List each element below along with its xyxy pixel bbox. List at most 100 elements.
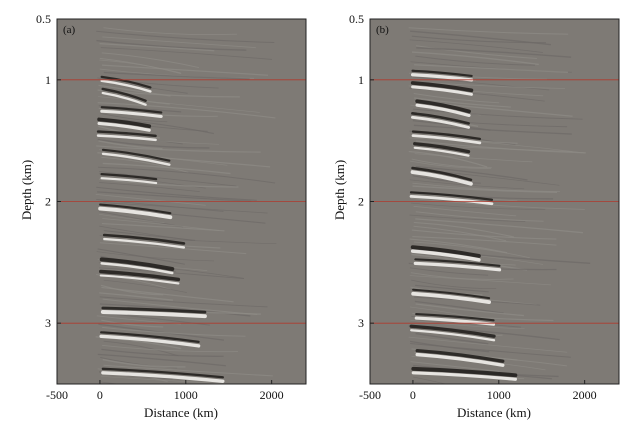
texture-trace bbox=[98, 388, 227, 398]
texture-trace bbox=[97, 353, 226, 367]
texture-trace bbox=[413, 93, 500, 104]
texture-trace bbox=[101, 156, 189, 173]
texture-trace bbox=[412, 76, 550, 91]
y-tick-label: 0.5 bbox=[349, 12, 364, 26]
reflection-event-peak bbox=[410, 249, 481, 262]
reflection-events-b bbox=[408, 27, 591, 384]
reflection-event-peak bbox=[101, 152, 171, 166]
x-axis-label-a: Distance (km) bbox=[144, 405, 218, 420]
texture-trace bbox=[412, 175, 481, 184]
reflection-event-peak bbox=[411, 371, 517, 381]
reflection-event-trough bbox=[411, 69, 473, 78]
reference-lines-a bbox=[57, 79, 306, 324]
x-tick-label: 2000 bbox=[260, 388, 284, 402]
texture-trace bbox=[411, 253, 528, 271]
texture-trace bbox=[409, 214, 526, 223]
reflection-event-peak bbox=[411, 85, 473, 96]
texture-trace bbox=[100, 47, 273, 60]
texture-trace bbox=[96, 30, 275, 44]
texture-trace bbox=[101, 52, 200, 69]
reflection-event-peak bbox=[96, 134, 157, 142]
reflection-event-trough bbox=[100, 331, 200, 343]
texture-trace bbox=[100, 113, 168, 123]
texture-trace bbox=[409, 275, 551, 286]
texture-trace bbox=[415, 166, 528, 181]
y-axis-b: 0.5 1 2 3 bbox=[349, 12, 374, 330]
texture-trace bbox=[96, 251, 215, 262]
texture-trace bbox=[98, 166, 276, 184]
reflection-event-trough bbox=[411, 111, 470, 125]
reflection-event-trough bbox=[414, 258, 501, 267]
x-tick-label: -500 bbox=[359, 388, 381, 402]
texture-trace bbox=[103, 202, 268, 214]
texture-trace bbox=[99, 59, 181, 74]
reflection-event-peak bbox=[410, 329, 496, 342]
texture-trace bbox=[415, 303, 524, 317]
texture-trace bbox=[410, 361, 500, 372]
texture-trace bbox=[411, 51, 539, 66]
texture-trace bbox=[412, 108, 583, 120]
reflection-event-trough bbox=[409, 191, 494, 201]
reflection-event-peak bbox=[99, 334, 201, 348]
texture-trace bbox=[98, 105, 182, 113]
reflection-event-peak bbox=[411, 291, 491, 305]
texture-trace bbox=[415, 55, 535, 66]
reflection-event-trough bbox=[101, 87, 147, 102]
x-tick-label: -500 bbox=[46, 388, 68, 402]
reflection-event-trough bbox=[101, 306, 207, 314]
reflection-event-peak bbox=[98, 206, 173, 220]
reflection-event-peak bbox=[100, 310, 207, 319]
reflection-event-trough bbox=[411, 366, 518, 378]
panel-label-a: (a) bbox=[63, 24, 76, 36]
texture-trace bbox=[414, 284, 489, 293]
texture-trace bbox=[416, 47, 572, 58]
texture-trace bbox=[414, 153, 533, 163]
x-axis-label-b: Distance (km) bbox=[457, 405, 531, 420]
y-tick-label: 2 bbox=[45, 195, 51, 209]
y-tick-label: 3 bbox=[45, 316, 51, 330]
texture-trace bbox=[101, 286, 234, 303]
texture-trace bbox=[408, 27, 569, 35]
texture-trace bbox=[102, 218, 220, 231]
reflection-event-peak bbox=[410, 170, 473, 186]
reflection-event-peak bbox=[100, 177, 158, 185]
texture-trace bbox=[98, 96, 260, 113]
reflection-event-trough bbox=[415, 348, 505, 363]
reflection-event-trough bbox=[100, 106, 163, 114]
texture-trace bbox=[413, 241, 530, 259]
texture-trace bbox=[101, 319, 164, 328]
reflection-event-peak bbox=[99, 274, 180, 285]
texture-trace bbox=[415, 45, 537, 59]
x-tick-label: 1000 bbox=[487, 388, 511, 402]
texture-trace bbox=[99, 182, 200, 192]
x-tick-label: 0 bbox=[410, 388, 416, 402]
texture-trace bbox=[101, 376, 238, 384]
texture-trace bbox=[414, 97, 511, 108]
panel-label-b: (b) bbox=[376, 24, 389, 36]
texture-trace bbox=[97, 191, 252, 202]
reflection-event-trough bbox=[100, 173, 158, 181]
reflection-event-trough bbox=[413, 142, 471, 154]
texture-trace bbox=[413, 225, 507, 242]
texture-trace bbox=[408, 336, 568, 353]
reflection-event-trough bbox=[99, 257, 175, 272]
texture-trace bbox=[415, 332, 489, 345]
reflection-event-trough bbox=[96, 130, 157, 138]
reflection-event-trough bbox=[97, 117, 152, 129]
reflection-event-peak bbox=[410, 73, 474, 82]
texture-trace bbox=[100, 284, 164, 296]
texture-trace bbox=[409, 267, 489, 276]
texture-trace bbox=[409, 137, 585, 154]
y-tick-label: 1 bbox=[45, 73, 51, 87]
texture-trace bbox=[96, 199, 224, 212]
texture-trace bbox=[409, 39, 543, 53]
texture-trace bbox=[103, 27, 237, 36]
texture-trace bbox=[101, 64, 268, 76]
reflection-event-peak bbox=[411, 134, 482, 145]
texture-trace bbox=[413, 221, 515, 238]
reflection-event-peak bbox=[415, 352, 505, 367]
texture-trace bbox=[99, 303, 251, 317]
texture-trace bbox=[408, 150, 488, 168]
texture-trace bbox=[414, 300, 504, 314]
